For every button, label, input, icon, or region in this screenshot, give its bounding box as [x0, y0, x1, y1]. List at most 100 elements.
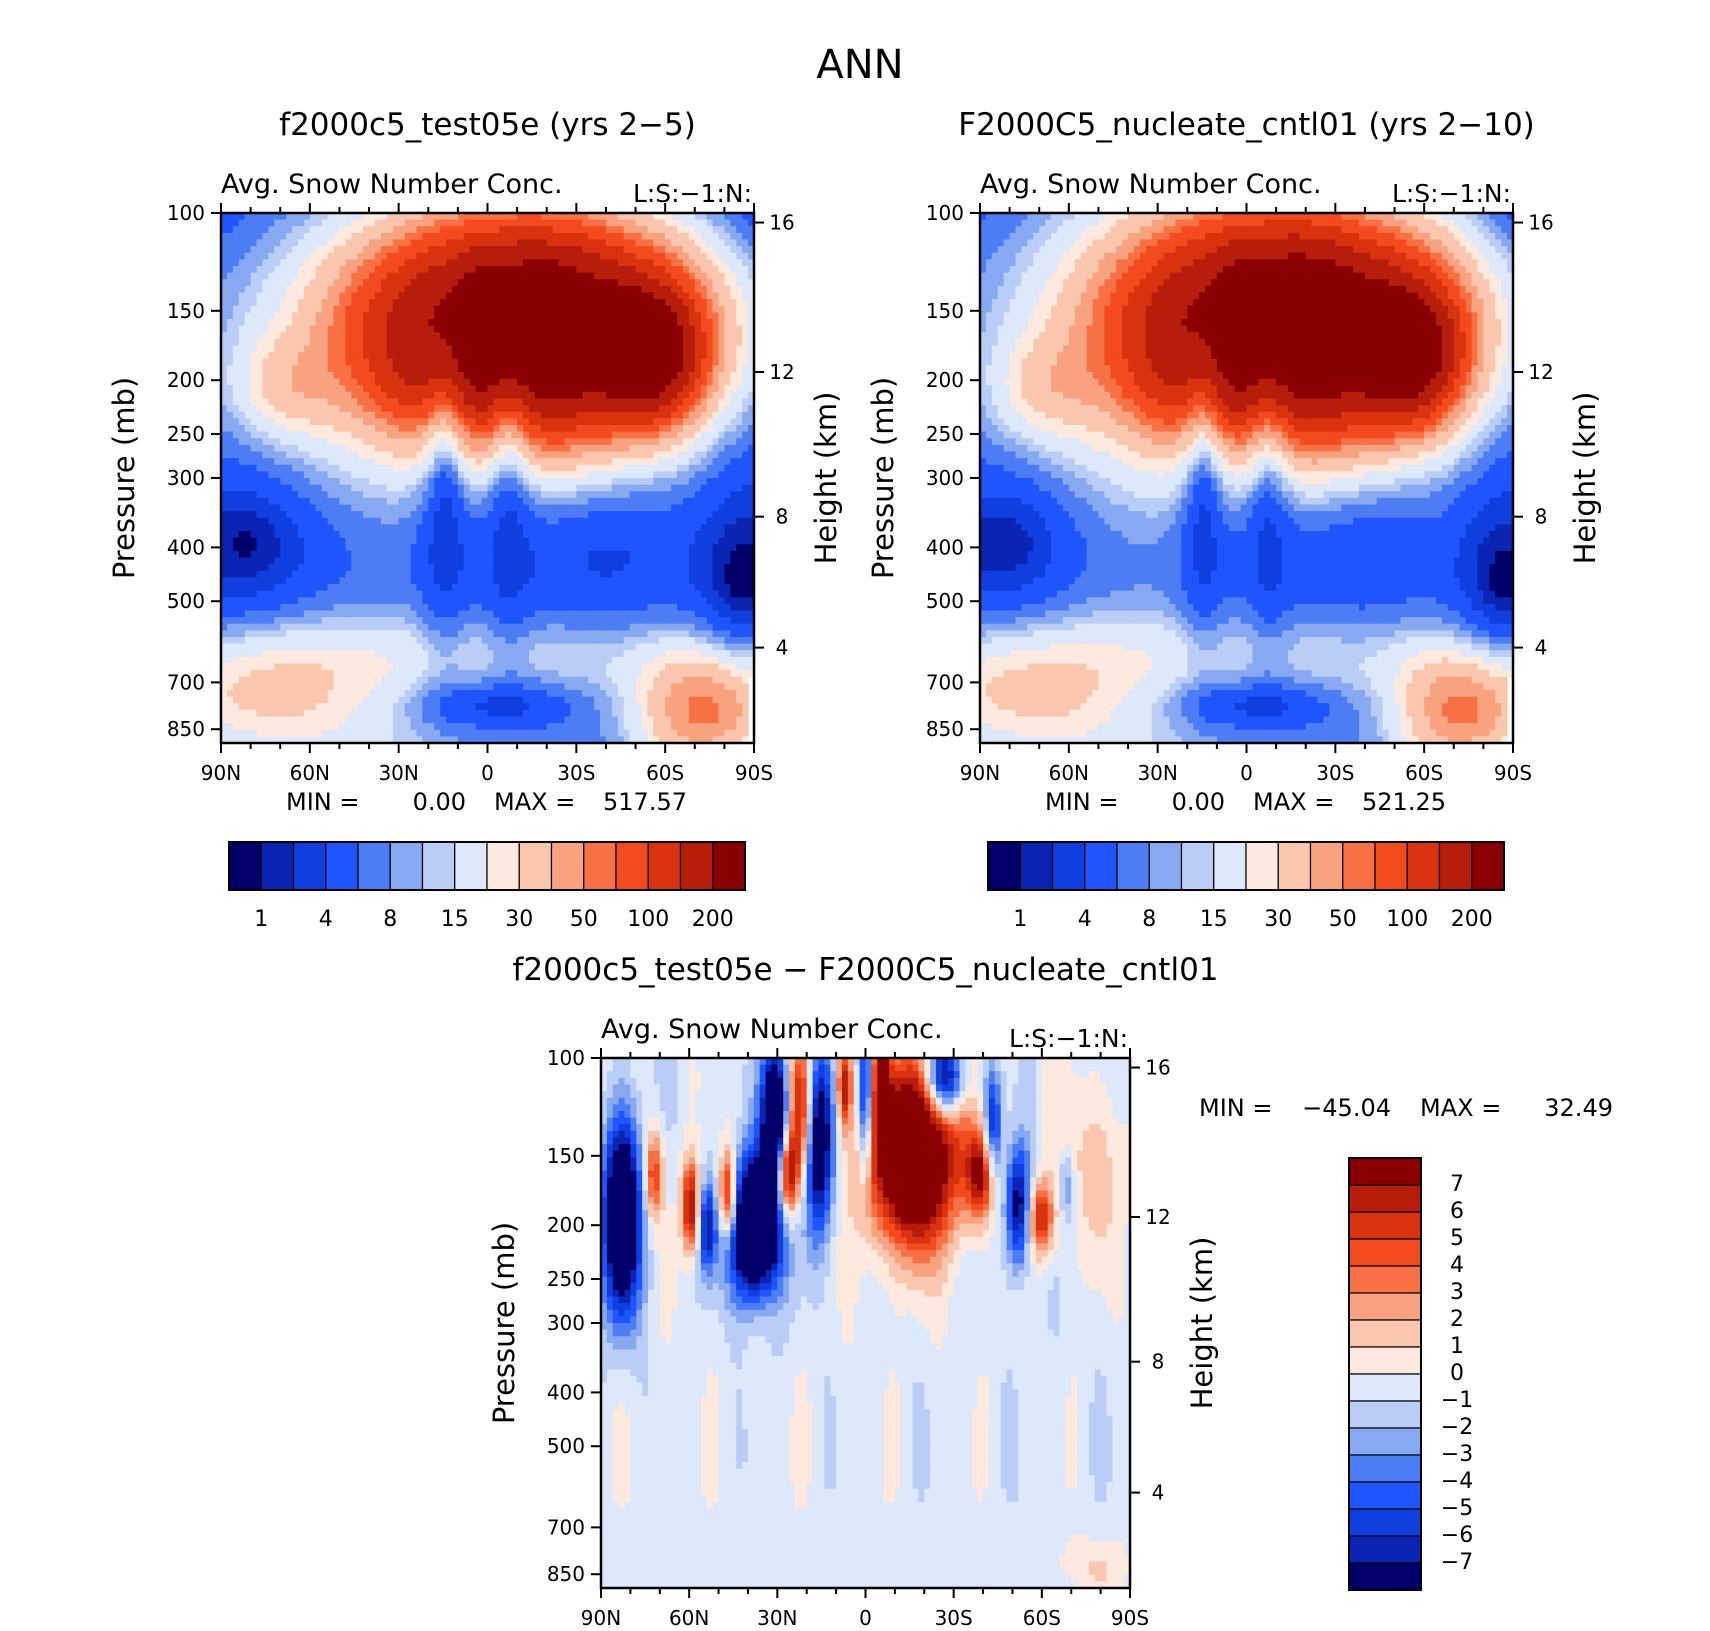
contour-cell [451, 438, 459, 446]
contour-cell [357, 511, 364, 519]
contour-cell [718, 239, 725, 247]
contour-cell [416, 411, 423, 419]
contour-cell [434, 504, 441, 512]
contour-cell [392, 577, 400, 585]
contour-cell [665, 232, 672, 241]
contour-cell [694, 219, 702, 227]
contour-cell [386, 213, 394, 221]
contour-cell [623, 484, 631, 492]
contour-cell [422, 471, 429, 479]
contour-cell [517, 491, 524, 499]
contour-cell [339, 577, 346, 585]
contour-cell [600, 478, 607, 486]
contour-cell [659, 550, 666, 559]
contour-cell [351, 511, 358, 519]
contour-cell [345, 319, 352, 327]
contour-cell [611, 405, 619, 413]
contour-cell [742, 398, 749, 406]
contour-cell [605, 431, 613, 439]
contour-cell [588, 517, 595, 525]
contour-cell [327, 232, 335, 241]
contour-cell [523, 557, 530, 565]
contour-cell [570, 365, 577, 373]
contour-cell [600, 517, 607, 525]
contour-cell [653, 365, 660, 373]
contour-cell [623, 471, 631, 479]
contour-cell [570, 325, 577, 333]
contour-cell [463, 352, 471, 360]
contour-cell [386, 219, 394, 227]
contour-cell [594, 372, 601, 380]
contour-cell [665, 478, 672, 486]
contour-cell [297, 451, 305, 459]
contour-cell [600, 484, 607, 492]
contour-cell [256, 252, 264, 260]
contour-cell [380, 232, 388, 241]
contour-cell [351, 312, 358, 320]
contour-cell [469, 219, 477, 227]
contour-cell [434, 266, 441, 274]
contour-cell [380, 358, 388, 366]
contour-cell [262, 226, 269, 234]
contour-cell [564, 305, 572, 313]
contour-cell [416, 497, 423, 506]
contour-cell [706, 385, 714, 393]
contour-cell [517, 438, 524, 446]
contour-cell [457, 292, 465, 300]
contour-cell [457, 239, 465, 247]
contour-cell [345, 292, 352, 300]
contour-cell [605, 352, 613, 360]
contour-cell [736, 544, 743, 552]
contour-cell [605, 511, 613, 519]
contour-cell [623, 557, 631, 565]
contour-cell [410, 411, 418, 419]
contour-cell [665, 557, 672, 565]
contour-cell [434, 239, 441, 247]
contour-cell [570, 464, 577, 472]
contour-cell [730, 431, 737, 439]
contour-cell [736, 511, 743, 519]
contour-cell [398, 305, 406, 313]
contour-cell [611, 285, 619, 294]
contour-cell [540, 259, 548, 267]
contour-cell [440, 285, 447, 294]
contour-cell [594, 398, 601, 406]
contour-cell [594, 292, 601, 300]
contour-cell [374, 252, 382, 260]
contour-cell [576, 338, 583, 347]
contour-cell [564, 338, 572, 347]
contour-cell [712, 299, 720, 307]
contour-cell [694, 332, 702, 340]
contour-cell [345, 497, 352, 506]
contour-cell [511, 557, 518, 565]
contour-cell [487, 531, 495, 539]
contour-cell [351, 319, 358, 327]
contour-cell [730, 305, 737, 313]
contour-cell [499, 537, 506, 545]
contour-cell [469, 497, 477, 506]
contour-cell [552, 431, 560, 439]
contour-cell [546, 531, 554, 539]
contour-cell [523, 464, 530, 472]
contour-cell [309, 398, 317, 406]
contour-cell [315, 272, 323, 280]
contour-cell [706, 345, 714, 353]
contour-cell [380, 517, 388, 525]
contour-cell [641, 537, 648, 545]
contour-cell [635, 312, 643, 320]
contour-cell [724, 292, 731, 300]
contour-cell [226, 305, 234, 313]
contour-cell [736, 219, 743, 227]
contour-cell [250, 226, 258, 234]
contour-cell [345, 391, 352, 400]
contour-cell [582, 213, 589, 221]
contour-cell [357, 365, 364, 373]
contour-cell [410, 570, 418, 578]
contour-cell [303, 504, 311, 512]
contour-cell [226, 319, 234, 327]
contour-cell [558, 425, 566, 433]
contour-cell [523, 305, 530, 313]
contour-cell [315, 378, 323, 386]
contour-cell [451, 332, 459, 340]
contour-cell [611, 398, 619, 406]
